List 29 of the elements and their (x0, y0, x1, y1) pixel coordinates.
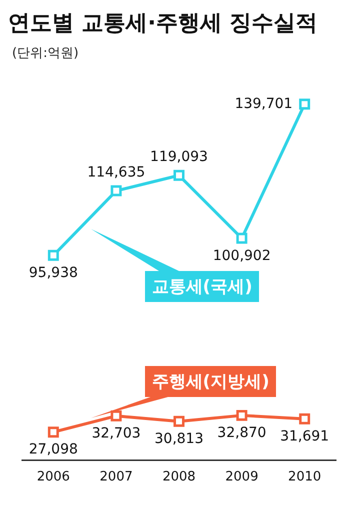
point (236, 410, 248, 421)
series-label: 주행세(지방세) (144, 366, 276, 397)
x-tick-label: 2006 (36, 470, 70, 485)
point (174, 416, 184, 427)
data-label: 32,703 (92, 426, 141, 442)
data-label: 31,691 (280, 428, 330, 444)
data-label: 139,701 (234, 96, 293, 112)
text: 교통세(국세) (144, 271, 260, 302)
x-tick-label: 2008 (162, 470, 196, 485)
point (48, 250, 59, 261)
x-tick-label: 2007 (100, 470, 133, 485)
data-label: 95,938 (28, 265, 78, 282)
data-label: 30,813 (154, 431, 204, 448)
point (299, 98, 310, 110)
point (48, 426, 59, 438)
data-label: 119,093 (150, 149, 208, 166)
text: (단위:억원) (11, 45, 80, 62)
chart-title: 연도별 교통세·주행세 징수실적 (7, 10, 319, 38)
point (236, 232, 248, 244)
point (110, 410, 122, 422)
point (174, 170, 184, 181)
x-tick-label: 2009 (225, 470, 258, 485)
point (110, 185, 122, 196)
data-label: 27,098 (28, 442, 78, 458)
x-tick-label: 2010 (288, 470, 322, 485)
data-label: 32,870 (217, 425, 266, 442)
data-label: 100,902 (212, 248, 271, 264)
point (299, 413, 310, 424)
data-label: 114,635 (87, 164, 146, 180)
